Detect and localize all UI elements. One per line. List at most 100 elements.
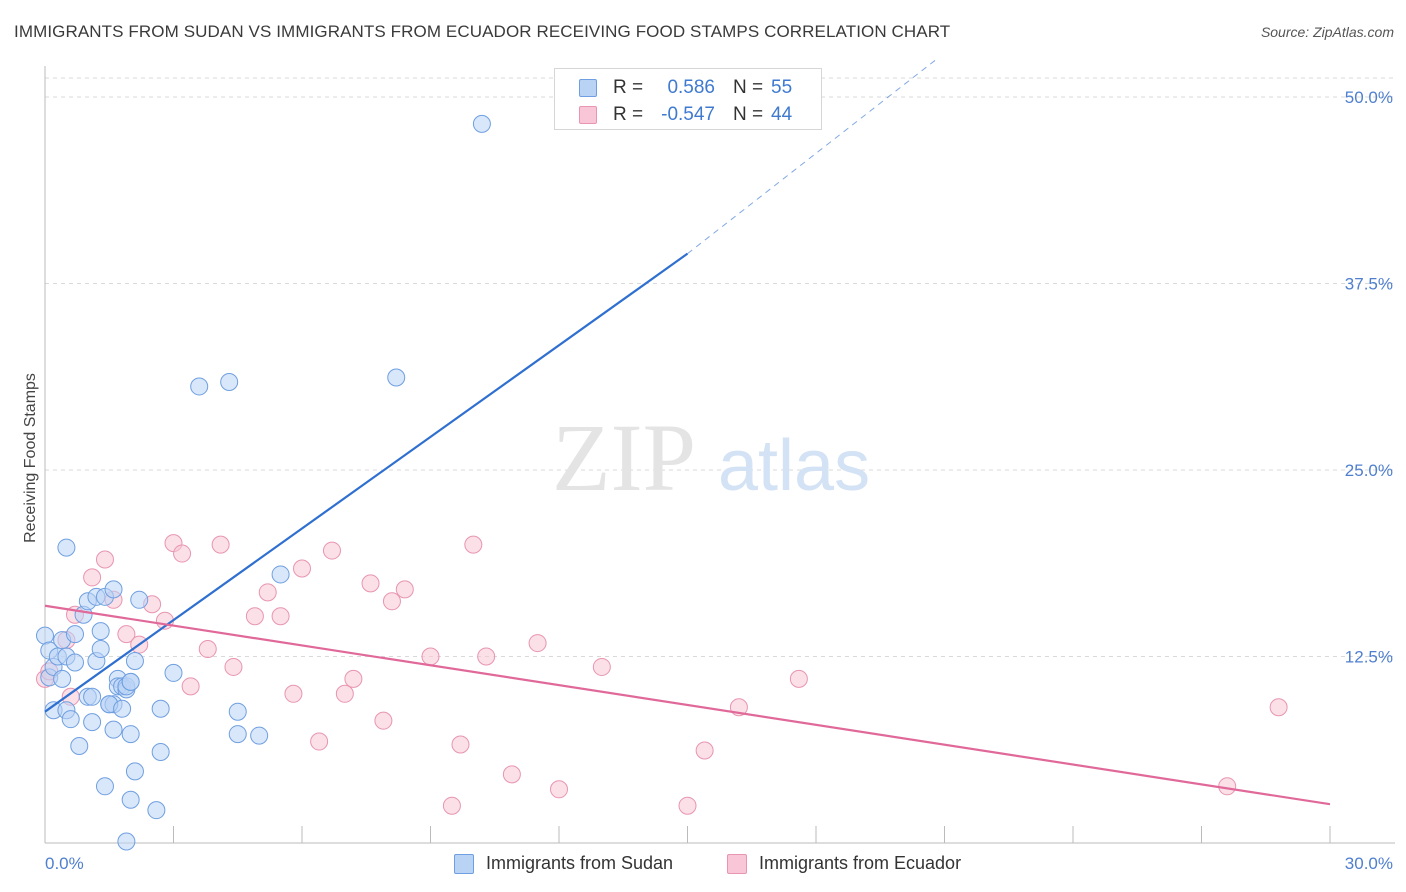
- ecuador-point: [528, 634, 547, 653]
- tick-layer: 12.5% 25.0% 37.5% 50.0% 0.0% 30.0%: [45, 88, 1393, 873]
- n-value-sudan: 55: [771, 77, 793, 98]
- sudan-legend-label: Immigrants from Sudan: [486, 853, 674, 873]
- ecuador-point: [310, 732, 329, 751]
- sudan-point: [83, 687, 102, 706]
- sudan-point: [83, 713, 102, 732]
- ecuador-swatch: [579, 106, 597, 124]
- watermark-zip: ZIP: [552, 404, 696, 511]
- sudan-point: [65, 653, 84, 672]
- ecuador-point: [245, 607, 264, 626]
- axis-layer: [44, 66, 1395, 844]
- y-tick-label: 50.0%: [1345, 88, 1393, 107]
- ecuador-point: [322, 541, 341, 560]
- ecuador-point: [181, 677, 200, 696]
- x-tick-label: 0.0%: [45, 854, 84, 873]
- sudan-trend-extension: [687, 59, 937, 255]
- chart-title: IMMIGRANTS FROM SUDAN VS IMMIGRANTS FROM…: [14, 22, 951, 41]
- y-tick-label: 12.5%: [1345, 648, 1393, 667]
- source-label: Source: ZipAtlas.com: [1260, 24, 1394, 40]
- ecuador-point: [335, 684, 354, 703]
- stats-legend: R = 0.586 N = 55 R = -0.547 N = 44: [554, 68, 822, 130]
- ecuador-point: [83, 568, 102, 587]
- sudan-point: [113, 699, 132, 718]
- sudan-point: [271, 565, 290, 584]
- y-axis-label: Receiving Food Stamps: [22, 373, 39, 543]
- sudan-point: [190, 377, 209, 396]
- ecuador-point: [271, 607, 290, 626]
- sudan-point: [228, 702, 247, 721]
- sudan-point: [70, 737, 89, 756]
- ecuador-point: [789, 669, 808, 688]
- sudan-point: [151, 742, 170, 761]
- sudan-point: [220, 372, 239, 391]
- ecuador-point: [211, 535, 230, 554]
- sudan-point: [250, 726, 269, 745]
- n-value-ecuador: 44: [771, 104, 793, 125]
- ecuador-point: [117, 625, 136, 644]
- sudan-point: [164, 663, 183, 682]
- sudan-point: [104, 720, 123, 739]
- y-tick-label: 37.5%: [1345, 275, 1393, 294]
- ecuador-point: [442, 796, 461, 815]
- sudan-swatch: [579, 79, 597, 97]
- sudan-point: [91, 622, 110, 641]
- ecuador-point: [451, 735, 470, 754]
- ecuador-point: [678, 796, 697, 815]
- watermark-atlas: atlas: [718, 426, 870, 506]
- sudan-point: [53, 669, 72, 688]
- ecuador-point: [344, 669, 363, 688]
- sudan-point: [125, 762, 144, 781]
- grid-layer: [45, 77, 1395, 657]
- sudan-point: [228, 725, 247, 744]
- sudan-point: [104, 580, 123, 599]
- trend-layer: [44, 59, 1331, 806]
- ecuador-point: [1269, 698, 1288, 717]
- ecuador-point: [224, 657, 243, 676]
- sudan-legend-swatch: [454, 854, 474, 874]
- ecuador-point: [592, 657, 611, 676]
- ecuador-point: [464, 535, 483, 554]
- sudan-point: [387, 368, 406, 387]
- sudan-point: [472, 114, 491, 133]
- sudan-point: [125, 651, 144, 670]
- sudan-point: [117, 832, 136, 851]
- ecuador-point: [258, 583, 277, 602]
- ecuador-point: [502, 765, 521, 784]
- sudan-point: [130, 590, 149, 609]
- sudan-trend-line: [44, 252, 689, 713]
- sudan-point: [61, 710, 80, 729]
- ecuador-legend-label: Immigrants from Ecuador: [759, 853, 962, 873]
- r-label: R =: [613, 104, 644, 125]
- sudan-point: [95, 777, 114, 796]
- ecuador-point: [382, 592, 401, 611]
- ecuador-legend-swatch: [727, 854, 747, 874]
- sudan-point: [57, 538, 76, 557]
- ecuador-point: [395, 580, 414, 599]
- sudan-point: [36, 626, 54, 645]
- r-value-sudan: 0.586: [667, 77, 715, 98]
- sudan-point: [121, 790, 140, 809]
- r-label: R =: [613, 77, 644, 98]
- ecuador-point: [173, 544, 192, 563]
- ecuador-point: [361, 574, 380, 593]
- sudan-point: [121, 725, 140, 744]
- n-label: N =: [733, 77, 764, 98]
- ecuador-points: [36, 534, 1288, 815]
- ecuador-trend-line: [44, 604, 1331, 806]
- ecuador-point: [695, 741, 714, 760]
- ecuador-point: [374, 711, 393, 730]
- ecuador-point: [284, 684, 303, 703]
- ecuador-point: [421, 647, 440, 666]
- ecuador-point: [198, 640, 217, 659]
- ecuador-point: [550, 780, 568, 799]
- sudan-points: [36, 114, 491, 851]
- x-tick-label: 30.0%: [1345, 854, 1393, 873]
- y-tick-label: 25.0%: [1345, 461, 1393, 480]
- r-value-ecuador: -0.547: [661, 104, 715, 125]
- sudan-point: [65, 625, 84, 644]
- sudan-point: [147, 801, 166, 820]
- sudan-point: [151, 699, 170, 718]
- ecuador-point: [95, 550, 114, 569]
- sudan-point: [91, 640, 110, 659]
